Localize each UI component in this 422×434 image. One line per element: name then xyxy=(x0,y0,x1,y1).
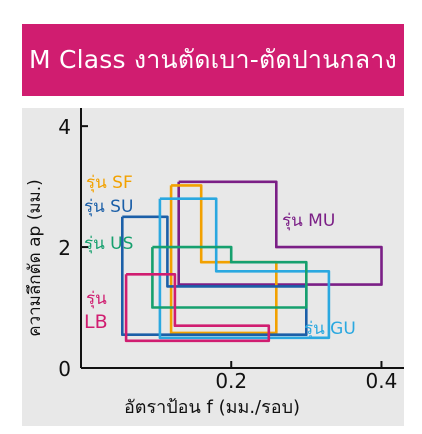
series-label: รุ่น SF xyxy=(86,173,133,193)
title-banner: M Class งานตัดเบา-ตัดปานกลาง xyxy=(22,24,404,96)
x-tick-label: 0.2 xyxy=(215,369,247,393)
series-outline xyxy=(177,180,383,286)
chart-svg: ความลึกตัด ap (มม.) อัตราป้อน f (มม./รอบ… xyxy=(25,108,404,418)
y-tick-label: 0 xyxy=(58,357,71,381)
series-outline xyxy=(121,215,308,336)
x-tick-label: 0.4 xyxy=(366,369,398,393)
series-label: รุ่น US xyxy=(84,234,133,254)
series-label: รุ่น LB xyxy=(84,289,108,333)
banner-title: M Class งานตัดเบา-ตัดปานกลาง xyxy=(29,45,397,74)
series-outline xyxy=(158,197,331,340)
series-outline xyxy=(169,184,278,335)
y-tick-label: 2 xyxy=(58,236,71,260)
y-tick-label: 4 xyxy=(58,115,71,139)
series-label: รุ่น SU xyxy=(84,197,133,217)
series-outline xyxy=(124,273,271,343)
series-label: รุ่น GU xyxy=(304,319,356,339)
series-outline xyxy=(151,245,308,309)
x-axis-label: อัตราป้อน f (มม./รอบ) xyxy=(124,397,300,418)
series-label-line: รุ่น xyxy=(86,289,107,309)
series-label: รุ่น MU xyxy=(282,211,335,231)
y-axis-label: ความลึกตัด ap (มม.) xyxy=(25,179,45,337)
series-label-line: LB xyxy=(84,311,108,333)
chart-panel: ความลึกตัด ap (มม.) อัตราป้อน f (มม./รอบ… xyxy=(22,108,404,426)
